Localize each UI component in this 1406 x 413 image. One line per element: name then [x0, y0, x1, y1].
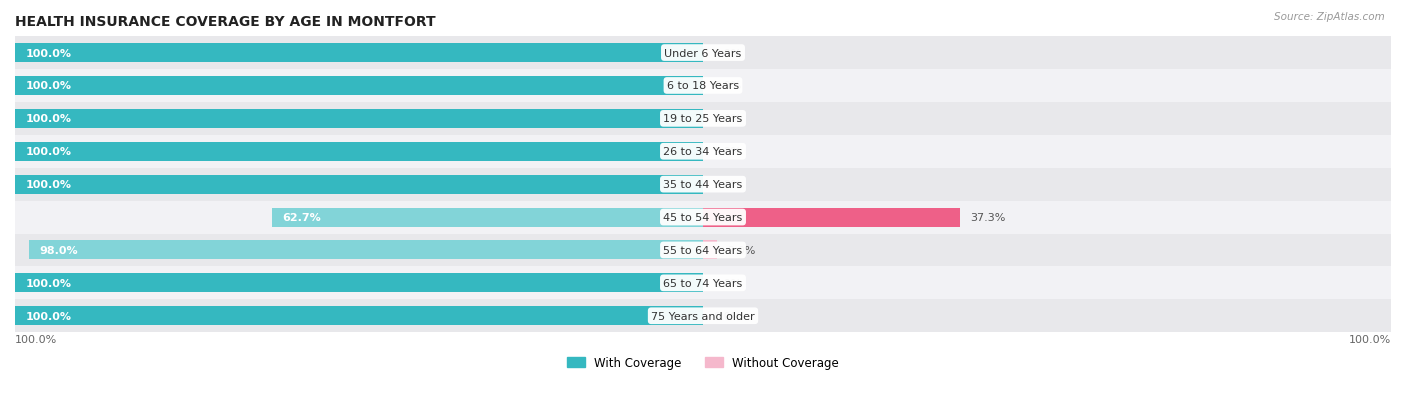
- Text: 100.0%: 100.0%: [25, 48, 72, 58]
- Text: 100.0%: 100.0%: [15, 335, 58, 344]
- Bar: [15, 103, 1391, 135]
- Text: 65 to 74 Years: 65 to 74 Years: [664, 278, 742, 288]
- Text: 55 to 64 Years: 55 to 64 Years: [664, 245, 742, 255]
- Text: 100.0%: 100.0%: [25, 180, 72, 190]
- Text: 6 to 18 Years: 6 to 18 Years: [666, 81, 740, 91]
- Bar: [271, 208, 703, 227]
- Bar: [15, 142, 703, 161]
- Bar: [15, 175, 703, 194]
- Text: 98.0%: 98.0%: [39, 245, 77, 255]
- Text: 45 to 54 Years: 45 to 54 Years: [664, 213, 742, 223]
- Text: 100.0%: 100.0%: [25, 278, 72, 288]
- Bar: [15, 201, 1391, 234]
- Bar: [15, 299, 1391, 332]
- Bar: [15, 109, 703, 128]
- Bar: [15, 169, 1391, 201]
- Text: 0.0%: 0.0%: [713, 81, 741, 91]
- Text: 0.0%: 0.0%: [713, 114, 741, 124]
- Bar: [15, 70, 1391, 103]
- Text: 100.0%: 100.0%: [25, 147, 72, 157]
- Bar: [15, 234, 1391, 267]
- Text: 0.0%: 0.0%: [713, 278, 741, 288]
- Text: 0.0%: 0.0%: [713, 48, 741, 58]
- Text: Under 6 Years: Under 6 Years: [665, 48, 741, 58]
- Bar: [15, 135, 1391, 169]
- Bar: [703, 241, 717, 260]
- Text: 26 to 34 Years: 26 to 34 Years: [664, 147, 742, 157]
- Text: 100.0%: 100.0%: [1348, 335, 1391, 344]
- Bar: [15, 37, 1391, 70]
- Bar: [15, 306, 703, 325]
- Text: 62.7%: 62.7%: [283, 213, 321, 223]
- Bar: [28, 241, 703, 260]
- Bar: [15, 267, 1391, 299]
- Text: 37.3%: 37.3%: [970, 213, 1005, 223]
- Text: 2.0%: 2.0%: [727, 245, 755, 255]
- Text: 100.0%: 100.0%: [25, 311, 72, 321]
- Text: 100.0%: 100.0%: [25, 114, 72, 124]
- Bar: [15, 44, 703, 63]
- Text: 35 to 44 Years: 35 to 44 Years: [664, 180, 742, 190]
- Bar: [703, 208, 960, 227]
- Text: 0.0%: 0.0%: [713, 311, 741, 321]
- Text: 100.0%: 100.0%: [25, 81, 72, 91]
- Text: HEALTH INSURANCE COVERAGE BY AGE IN MONTFORT: HEALTH INSURANCE COVERAGE BY AGE IN MONT…: [15, 15, 436, 29]
- Bar: [15, 77, 703, 96]
- Text: 75 Years and older: 75 Years and older: [651, 311, 755, 321]
- Text: 0.0%: 0.0%: [713, 147, 741, 157]
- Text: Source: ZipAtlas.com: Source: ZipAtlas.com: [1274, 12, 1385, 22]
- Legend: With Coverage, Without Coverage: With Coverage, Without Coverage: [562, 351, 844, 374]
- Text: 19 to 25 Years: 19 to 25 Years: [664, 114, 742, 124]
- Bar: [15, 274, 703, 293]
- Text: 0.0%: 0.0%: [713, 180, 741, 190]
